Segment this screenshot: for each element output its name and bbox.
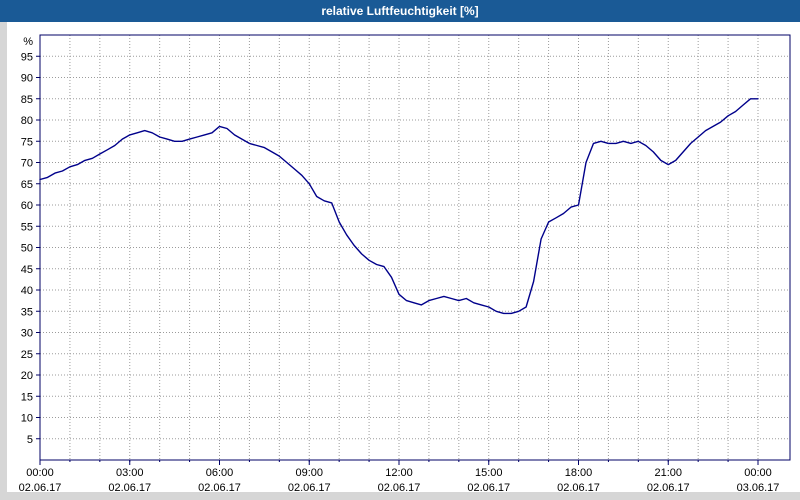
y-tick-label: 20	[21, 370, 33, 382]
x-tick-time-label: 03:00	[116, 467, 144, 479]
y-tick-label: 70	[21, 158, 33, 170]
y-tick-label: 45	[21, 264, 33, 276]
y-tick-label: 30	[21, 328, 33, 340]
x-tick-date-label: 02.06.17	[557, 482, 600, 492]
x-tick-time-label: 06:00	[206, 467, 234, 479]
x-tick-time-label: 09:00	[295, 467, 323, 479]
y-tick-label: 25	[21, 349, 33, 361]
x-tick-date-label: 03.06.17	[737, 482, 780, 492]
humidity-series-line	[39, 98, 759, 315]
x-tick-time-label: 00:00	[744, 467, 772, 479]
bottom-gray-strip	[0, 492, 800, 500]
y-tick-label: 75	[21, 136, 33, 148]
x-tick-time-label: 21:00	[654, 467, 682, 479]
y-tick-label: 85	[21, 94, 33, 106]
chart-title: relative Luftfeuchtigkeit [%]	[321, 4, 479, 18]
x-tick-time-label: 12:00	[385, 467, 413, 479]
y-tick-label: 80	[21, 115, 33, 127]
y-tick-label: 50	[21, 243, 33, 255]
y-tick-label: 60	[21, 200, 33, 212]
x-tick-date-label: 02.06.17	[378, 482, 421, 492]
x-tick-date-label: 02.06.17	[198, 482, 241, 492]
x-tick-date-label: 02.06.17	[288, 482, 331, 492]
x-tick-time-label: 15:00	[475, 467, 503, 479]
y-tick-label: 15	[21, 391, 33, 403]
x-tick-time-label: 18:00	[565, 467, 593, 479]
y-tick-label: 5	[27, 434, 33, 446]
y-tick-label: 90	[21, 73, 33, 85]
humidity-chart: 5 10 15 20 25 30 35 40 45 50 55 60 65 70 75 80 85 90 95% 00…	[0, 22, 800, 494]
x-tick-date-label: 02.06.17	[19, 482, 62, 492]
y-tick-label: 55	[21, 221, 33, 233]
y-axis-unit-label: %	[23, 36, 33, 48]
x-tick-date-label: 02.06.17	[108, 482, 151, 492]
x-tick-date-label: 02.06.17	[467, 482, 510, 492]
y-tick-label: 95	[21, 51, 33, 63]
y-tick-label: 65	[21, 179, 33, 191]
x-tick-time-label: 00:00	[26, 467, 54, 479]
left-gray-strip	[0, 22, 7, 492]
x-tick-date-label: 02.06.17	[647, 482, 690, 492]
y-tick-label: 10	[21, 413, 33, 425]
y-tick-label: 35	[21, 306, 33, 318]
chart-title-bar: relative Luftfeuchtigkeit [%]	[0, 0, 800, 22]
chart-svg: 5 10 15 20 25 30 35 40 45 50 55 60 65 70 75 80 85 90 95% 00…	[19, 34, 791, 494]
y-tick-label: 40	[21, 285, 33, 297]
